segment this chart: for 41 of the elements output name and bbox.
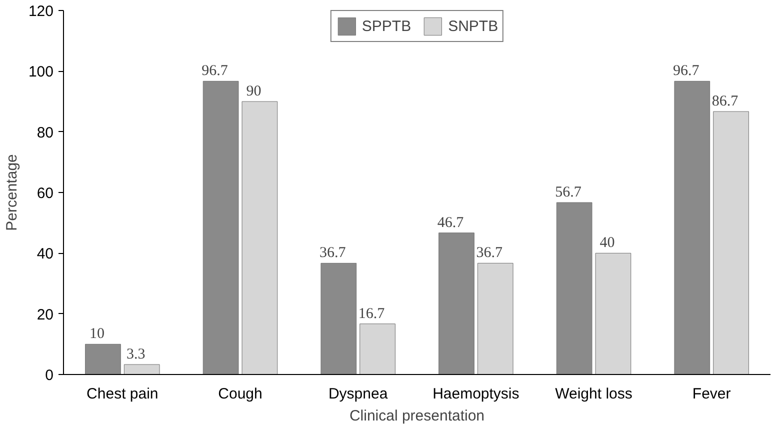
x-tick-label: Fever [692,386,731,402]
bar [202,80,239,374]
y-tick-label: 20 [36,306,54,324]
y-tick-label: 120 [28,3,54,20]
bar [556,202,592,374]
bar [674,80,710,374]
data-label: 36.7 [476,245,503,262]
x-tick-label: Weight loss [555,386,632,402]
y-tick-label: 60 [36,185,54,202]
x-axis-title: Clinical presentation [349,408,485,424]
data-label: 96.7 [202,63,228,80]
bar [713,111,749,374]
data-label: 10 [89,326,104,342]
data-label: 3.3 [126,346,146,362]
legend-label: SPPTB [362,18,412,34]
data-label: 56.7 [555,184,582,201]
data-label: 40 [600,235,615,252]
y-tick-label: 80 [36,124,54,142]
bar [320,262,357,374]
bar [360,324,396,374]
bar [595,252,632,374]
bar [438,232,474,374]
x-tick-label: Chest pain [86,386,158,402]
bar [477,262,514,374]
bar [124,364,160,374]
data-label: 46.7 [437,214,464,231]
bar [85,344,121,374]
y-tick-label: 100 [28,64,54,81]
data-label: 96.7 [673,63,700,80]
x-tick-label: Cough [218,386,262,402]
data-label: 16.7 [358,306,386,322]
y-axis-title: Percentage [3,154,20,231]
x-tick-label: Haemoptysis [432,386,520,402]
y-tick-label: 0 [45,367,54,384]
data-label: 86.7 [712,94,739,110]
x-tick-label: Dyspnea [328,386,388,402]
data-label: 36.7 [320,245,346,262]
data-label: 90 [246,84,262,100]
y-tick-label: 40 [36,246,54,263]
bar [242,101,278,374]
legend-label: SNPTB [448,18,498,34]
